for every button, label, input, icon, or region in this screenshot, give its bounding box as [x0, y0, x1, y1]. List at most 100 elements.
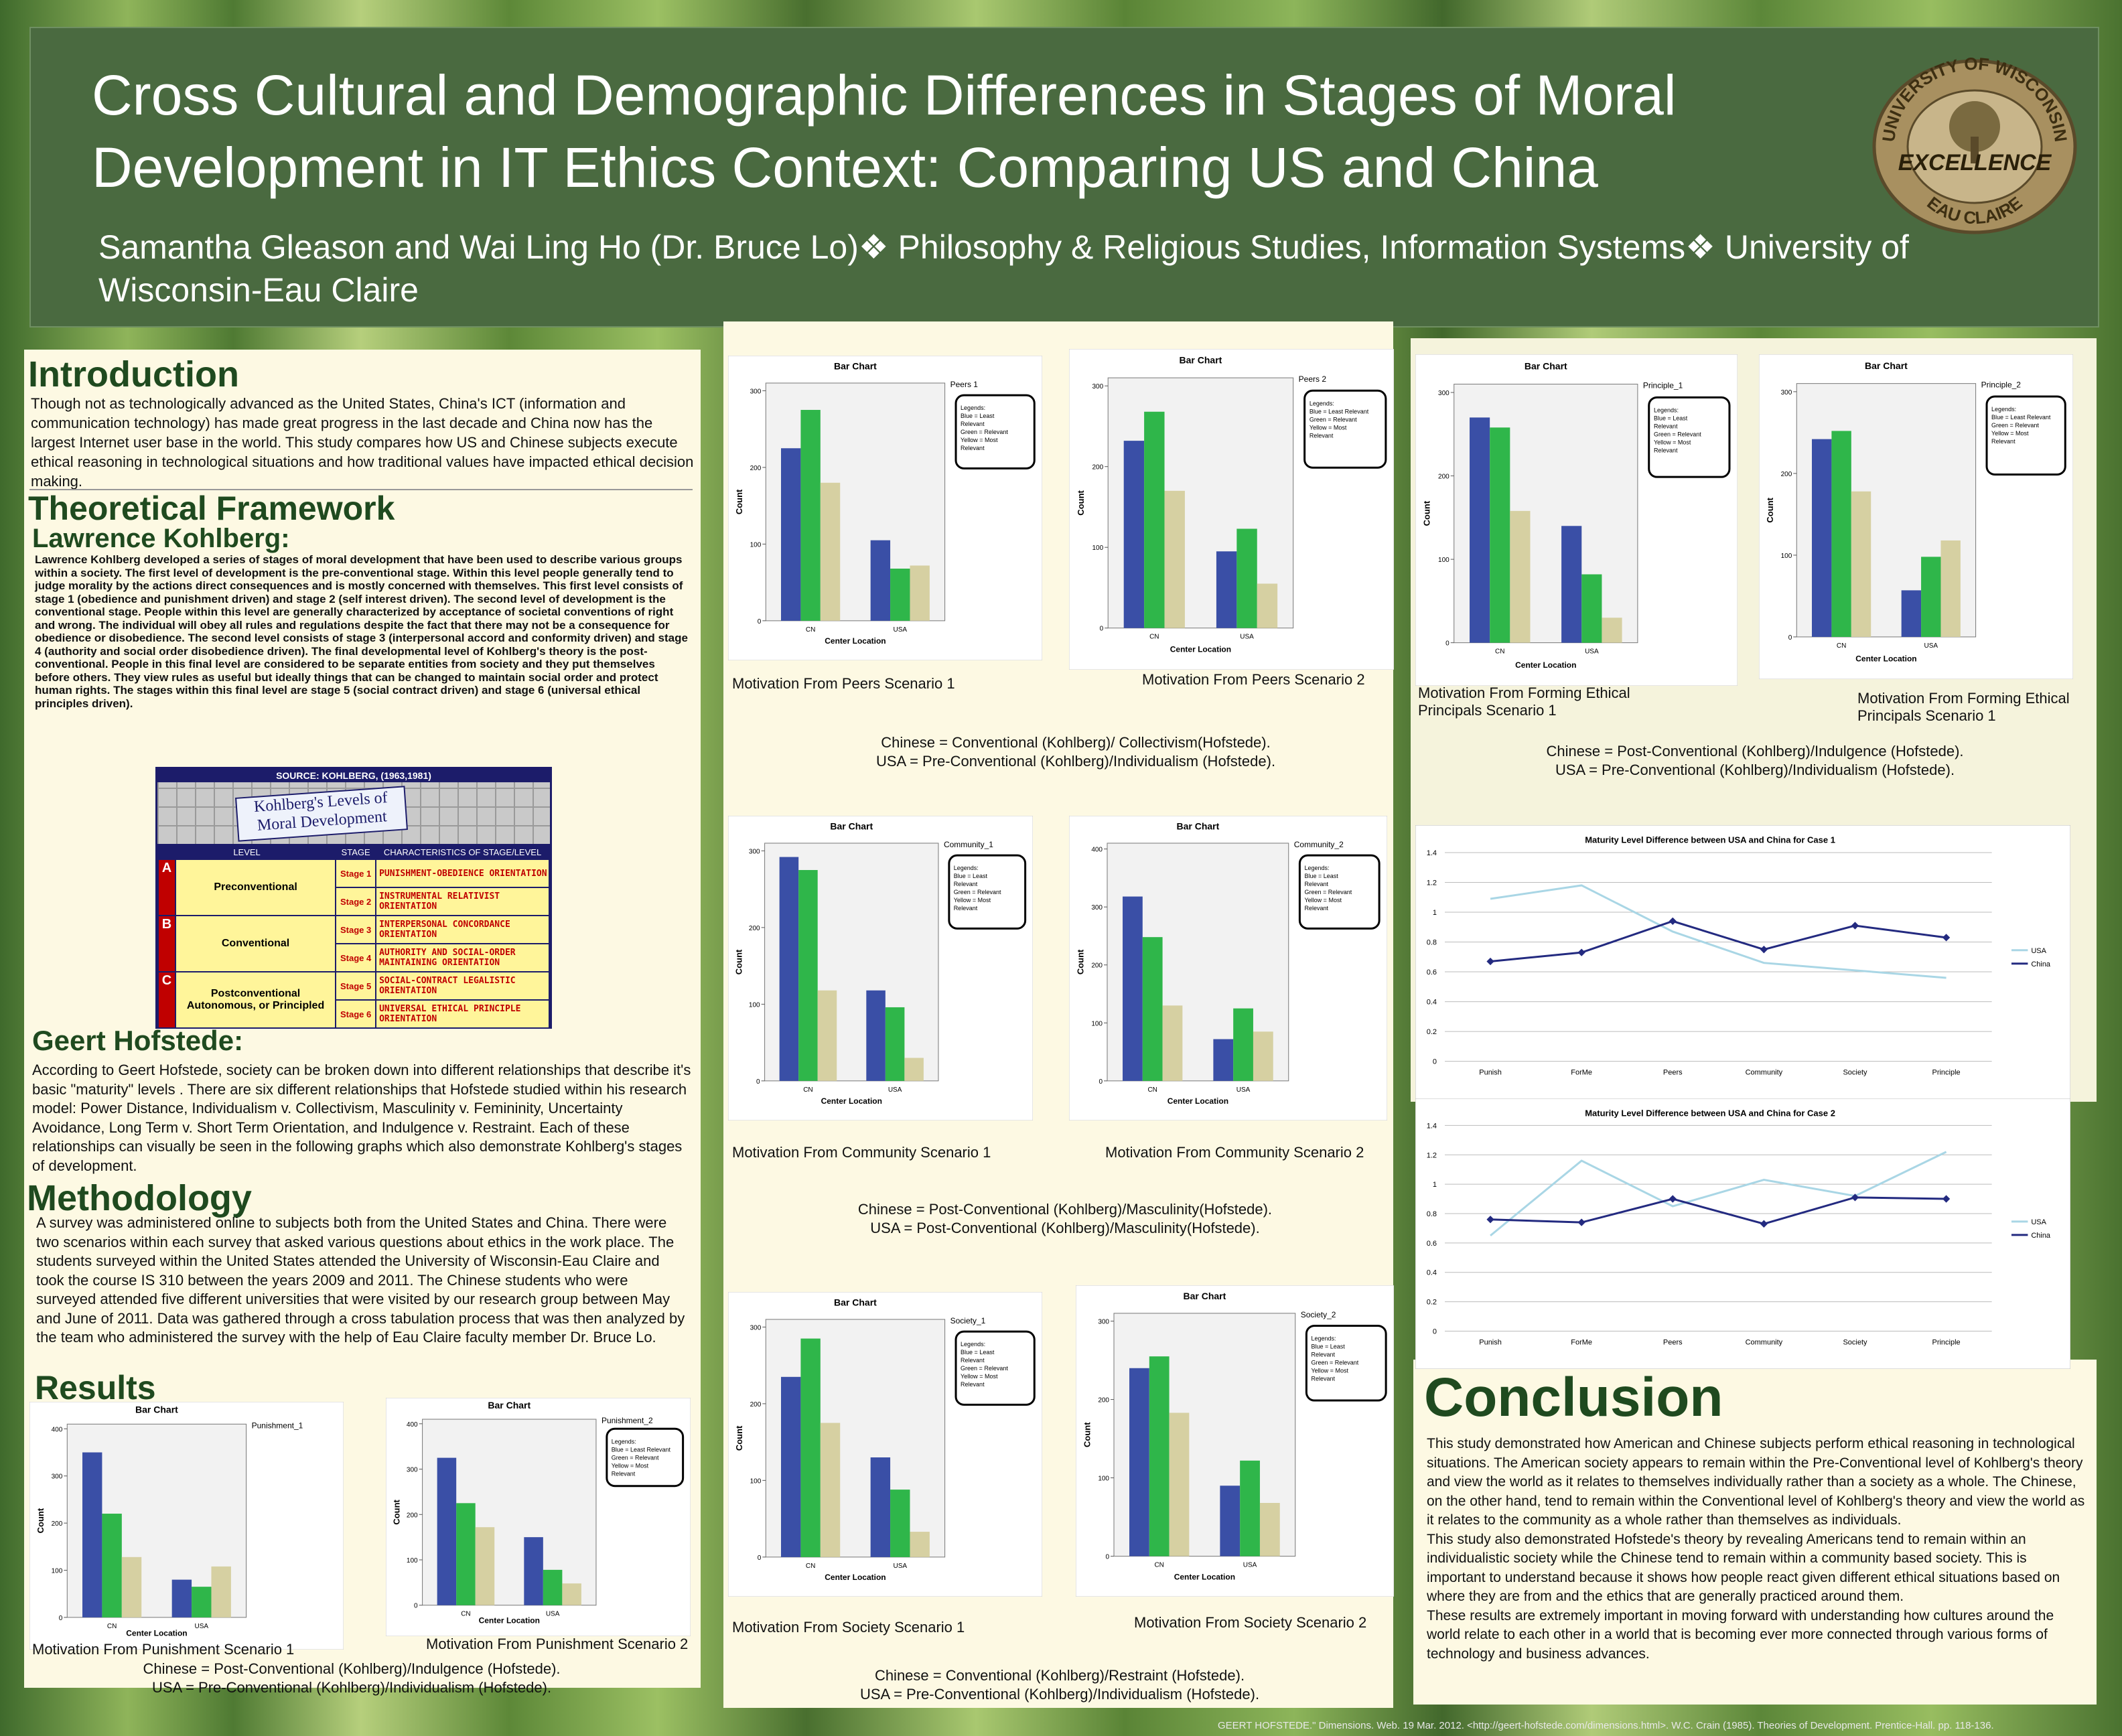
- bar: [870, 540, 891, 621]
- bar: [1940, 540, 1961, 637]
- interpretation-note: Chinese = Post-Conventional (Kohlberg)/I…: [50, 1660, 653, 1697]
- chart-title: Bar Chart: [1180, 355, 1222, 366]
- chart-box: Bar Chart 0 100 200 300 Count CN USA Center Loca…: [1075, 1285, 1395, 1597]
- legend-text: Relevant: [961, 1357, 985, 1364]
- note-line: USA = Pre-Conventional (Kohlberg)/Indivi…: [1555, 762, 1955, 778]
- note-line: Chinese = Post-Conventional (Kohlberg)/I…: [143, 1660, 561, 1677]
- table-source: SOURCE: KOHLBERG, (1963,1981): [157, 769, 550, 782]
- legend-text: Blue = Least Relevant: [1310, 408, 1369, 415]
- chart-box: Bar Chart 0 100 200 300 400 Count CN USA Center L…: [1068, 815, 1388, 1121]
- series-line: [1490, 884, 1947, 979]
- chart: Bar Chart 0 100 200 300 Count CN USA Center Loca…: [1758, 354, 2074, 680]
- y-tick-label: 200: [1092, 464, 1104, 472]
- bar: [781, 1376, 801, 1557]
- bar: [820, 482, 841, 621]
- y-tick-label: 200: [407, 1512, 418, 1519]
- bar: [192, 1587, 212, 1617]
- table-grid: LEVEL STAGE CHARACTERISTICS OF STAGE/LEVEL…: [157, 844, 550, 1029]
- stage-text: INSTRUMENTAL RELATIVIST ORIENTATION: [375, 887, 550, 916]
- table-row: Stage 6 UNIVERSAL ETHICAL PRINCIPLE ORIEN…: [158, 999, 550, 1029]
- header-cell: LEVEL: [157, 844, 337, 860]
- y-tick-label: 1.4: [1427, 1122, 1437, 1130]
- y-tick-label: 0.4: [1427, 999, 1437, 1007]
- bar: [1901, 590, 1922, 637]
- chart-caption: Motivation From Society Scenario 1: [732, 1619, 965, 1636]
- conclusion-text: This study demonstrated how American and…: [1427, 1435, 2086, 1664]
- x-tick-label: Principle: [1932, 1338, 1960, 1346]
- bar: [1236, 528, 1257, 628]
- x-axis-label: Center Location: [1515, 660, 1576, 670]
- x-tick-label: CN: [1837, 642, 1846, 650]
- chart-caption: Motivation From Community Scenario 2: [1105, 1144, 1364, 1161]
- stage-text: SOCIAL-CONTRACT LEGALISTIC ORIENTATION: [375, 971, 550, 1001]
- bar: [779, 857, 799, 1081]
- legend-text: Relevant: [961, 421, 985, 427]
- paragraph: This study demonstrated how American and…: [1427, 1436, 2085, 1528]
- bar: [890, 569, 910, 621]
- legend-text: Yellow = Most: [612, 1462, 649, 1469]
- y-tick-label: 300: [749, 848, 760, 855]
- bar: [798, 870, 818, 1081]
- legend-text: Legends:: [1310, 400, 1334, 407]
- bar: [1581, 574, 1602, 643]
- x-tick-label: Peers: [1663, 1338, 1683, 1346]
- table-row: A Preconventional Stage 1 PUNISHMENT-OBEDIE…: [157, 859, 550, 916]
- x-tick-label: USA: [888, 1086, 902, 1094]
- legend-text: Relevant: [1310, 432, 1334, 439]
- x-axis-label: Center Location: [1170, 645, 1231, 654]
- y-tick-label: 100: [1781, 553, 1792, 560]
- legend-text: Yellow = Most: [954, 897, 991, 903]
- x-tick-label: Community: [1746, 1338, 1783, 1346]
- logo: UNIVERSITY OF WISCONSIN EXCELLENCE EAU C…: [1872, 56, 2077, 234]
- y-tick-label: 400: [407, 1421, 418, 1429]
- section-heading: Results: [35, 1369, 156, 1406]
- legend-text: Green = Relevant: [1991, 422, 2039, 429]
- legend-text: Yellow = Most: [1310, 424, 1347, 431]
- bar: [1162, 1005, 1183, 1081]
- authors-line: Samantha Gleason and Wai Ling Ho (Dr. Br…: [98, 228, 1909, 266]
- legend-text: Legends:: [961, 405, 985, 411]
- legend-box: [954, 394, 1036, 469]
- x-tick-label: USA: [1924, 642, 1938, 650]
- bar: [1812, 439, 1832, 637]
- bar: [524, 1537, 543, 1605]
- chart-title: Bar Chart: [1865, 360, 1908, 371]
- x-tick-label: ForMe: [1571, 1069, 1592, 1077]
- x-tick-label: Community: [1746, 1069, 1783, 1077]
- note-line: Chinese = Post-Conventional (Kohlberg)/M…: [857, 1201, 1273, 1218]
- stage-cell: Stage 6: [335, 999, 377, 1029]
- bar: [800, 410, 821, 621]
- y-tick-label: 300: [407, 1467, 418, 1474]
- chart-title: Maturity Level Difference between USA an…: [1585, 835, 1835, 845]
- legend-text: Relevant: [1991, 438, 2015, 445]
- x-tick-label: Society: [1843, 1069, 1867, 1077]
- header-cell: CHARACTERISTICS OF STAGE/LEVEL: [375, 844, 550, 860]
- hofstede-text: According to Geert Hofstede, society can…: [32, 1062, 691, 1174]
- legend-box: [1648, 396, 1731, 478]
- x-axis-label: Center Location: [1168, 1096, 1228, 1106]
- chart-bg: [1415, 1098, 2071, 1370]
- section-heading: Methodology: [27, 1178, 252, 1218]
- y-tick-label: 0: [1788, 634, 1792, 642]
- chart-caption: Motivation From Punishment Scenario 1: [32, 1641, 295, 1658]
- legend-text: Green = Relevant: [961, 1365, 1008, 1372]
- legend-text: Green = Relevant: [1310, 416, 1357, 423]
- legend-title: Society_1: [950, 1316, 986, 1325]
- interpretation-note: Chinese = Conventional (Kohlberg)/Restra…: [758, 1666, 1361, 1704]
- y-tick-label: 0.8: [1427, 939, 1437, 947]
- level-name: Postconventional Autonomous, or Principl…: [174, 971, 337, 1029]
- bar: [121, 1557, 142, 1617]
- legend-title: Community_1: [944, 840, 993, 849]
- legend-text: Blue = Least: [1312, 1343, 1346, 1350]
- title-line: Development in IT Ethics Context: Compar…: [92, 136, 1598, 199]
- header-cell: STAGE: [335, 844, 377, 860]
- series-line: [1490, 1196, 1947, 1225]
- x-tick-label: Punish: [1479, 1338, 1502, 1346]
- chart-box: Bar Chart 0 100 200 300 Count CN USA Center Loca…: [1758, 354, 2074, 680]
- y-tick-label: 1: [1433, 909, 1437, 917]
- x-tick-label: USA: [546, 1611, 560, 1618]
- y-axis-label: Count: [1082, 1422, 1092, 1447]
- legend-text: Legends:: [1654, 407, 1679, 413]
- paragraph: These results are extremely important in…: [1427, 1607, 2054, 1662]
- bar: [1259, 1502, 1280, 1557]
